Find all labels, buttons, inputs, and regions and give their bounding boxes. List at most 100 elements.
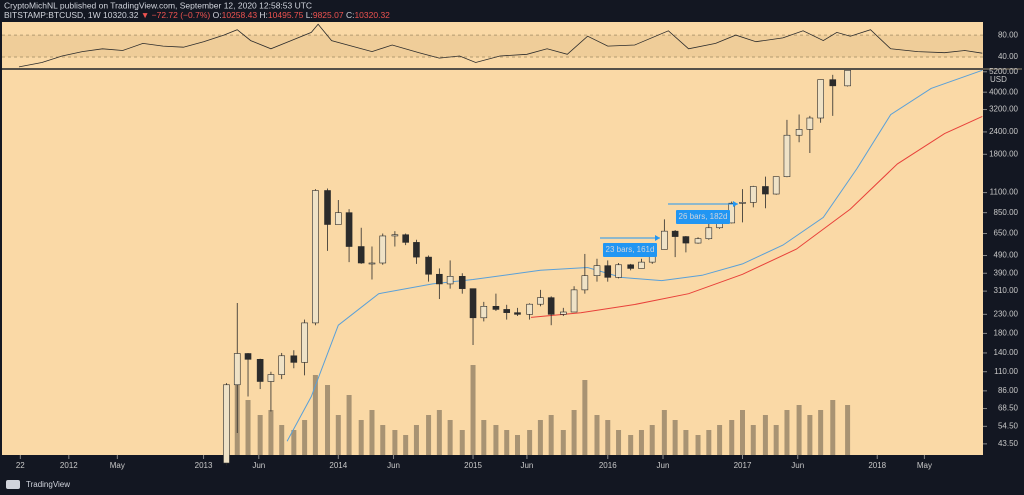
candle-body <box>324 190 331 225</box>
symbol: BITSTAMP:BTCUSD, 1W <box>4 10 101 20</box>
candle-body <box>357 246 365 264</box>
volume-bar <box>739 410 745 455</box>
candle-body <box>772 176 780 195</box>
h-value: 10495.75 <box>268 10 304 20</box>
y-tick-label: 390.00 <box>994 268 1019 277</box>
y-tick-label: 2400.00 <box>989 127 1018 136</box>
price-pane <box>2 70 983 455</box>
volume-bar <box>784 410 790 455</box>
volume-bar <box>369 410 375 455</box>
x-tick-label: May <box>110 461 125 470</box>
symbol-line: BITSTAMP:BTCUSD, 1W 10320.32 ▼ −72.72 (−… <box>4 10 390 20</box>
candle-body <box>526 303 533 315</box>
arrow-head <box>655 235 660 241</box>
y-tick-label: 230.00 <box>994 309 1019 318</box>
x-tick-label: May <box>917 461 932 470</box>
candle-body <box>749 186 757 203</box>
candle-body <box>301 322 308 363</box>
y-tick-label: 68.50 <box>998 404 1019 413</box>
x-tick-label: 2016 <box>599 461 617 470</box>
candle-body <box>806 117 814 130</box>
rsi-band <box>2 35 983 58</box>
candle-body <box>739 202 746 204</box>
h-label: H: <box>259 10 268 20</box>
volume-bar <box>729 420 735 455</box>
candle-body <box>312 190 319 324</box>
candle-body <box>413 242 420 258</box>
y-tick-label: 110.00 <box>994 367 1018 376</box>
volume-bar <box>413 425 419 455</box>
volume-bar <box>830 400 836 455</box>
candle-body <box>267 374 275 382</box>
volume-bar <box>302 420 308 455</box>
volume-bar <box>649 425 655 455</box>
candle-body <box>615 264 622 278</box>
volume-bar <box>493 425 499 455</box>
volume-bar <box>594 415 600 455</box>
candle-body <box>458 276 466 289</box>
brand-logo[interactable] <box>6 480 20 489</box>
candle-body <box>244 353 252 360</box>
volume-bar <box>470 365 476 455</box>
volume-bar <box>616 430 622 455</box>
candle-body <box>547 297 555 315</box>
volume-bar <box>447 420 453 455</box>
volume-bar <box>392 430 398 455</box>
candle-body <box>638 261 645 269</box>
volume-bar <box>268 410 274 455</box>
volume-bar <box>796 405 802 455</box>
volume-bar <box>527 430 533 455</box>
volume-bar <box>436 410 442 455</box>
volume-bar <box>358 420 364 455</box>
volume-bar <box>279 425 285 455</box>
volume-bar <box>717 425 723 455</box>
volume-bar <box>537 420 543 455</box>
annotation-box <box>676 210 730 224</box>
volume-bar <box>672 420 678 455</box>
x-tick-label: 2014 <box>329 461 347 470</box>
candle-body <box>469 288 477 319</box>
volume-bar <box>807 415 813 455</box>
currency: USD <box>990 75 1007 84</box>
candle-body <box>671 230 679 237</box>
volume-bar <box>605 420 611 455</box>
rsi-line <box>18 23 983 68</box>
x-tick-label: 2012 <box>60 461 78 470</box>
candle-body <box>537 297 544 305</box>
x-tick-label: Jun <box>252 461 265 470</box>
y-tick-label: 310.00 <box>994 286 1019 295</box>
volume-bar <box>426 415 432 455</box>
candle-body <box>391 234 399 237</box>
candle-body <box>425 256 432 275</box>
candle-body <box>560 311 567 315</box>
candle-body <box>604 265 612 278</box>
x-tick-label: 2017 <box>734 461 752 470</box>
y-tick-label: 1800.00 <box>989 149 1018 158</box>
o-label: O: <box>213 10 222 20</box>
candle-body <box>256 359 264 382</box>
volume-bar <box>638 430 644 455</box>
brand[interactable]: TradingView <box>26 480 70 489</box>
candle-body <box>492 306 500 310</box>
candle-body <box>581 275 589 291</box>
rsi-tick-label: 40.00 <box>998 52 1019 61</box>
candle-body <box>682 236 690 244</box>
volume-bar <box>403 435 409 455</box>
volume-bar <box>560 430 566 455</box>
candle-body <box>514 312 521 315</box>
volume-bar <box>312 375 318 455</box>
candle-body <box>446 276 454 285</box>
volume-bar <box>845 405 851 455</box>
candle-body <box>762 186 769 195</box>
candle-body <box>233 353 241 386</box>
y-tick-label: 43.50 <box>998 439 1019 448</box>
x-tick-label: Jun <box>387 461 400 470</box>
candle-body <box>593 265 601 276</box>
annotation-box <box>603 243 657 257</box>
candle-body <box>379 235 387 264</box>
candle-body <box>503 309 511 313</box>
candle-body <box>436 273 443 285</box>
candle-body <box>223 384 230 464</box>
last-price: 10320.32 <box>103 10 139 20</box>
x-tick-label: 2013 <box>195 461 213 470</box>
